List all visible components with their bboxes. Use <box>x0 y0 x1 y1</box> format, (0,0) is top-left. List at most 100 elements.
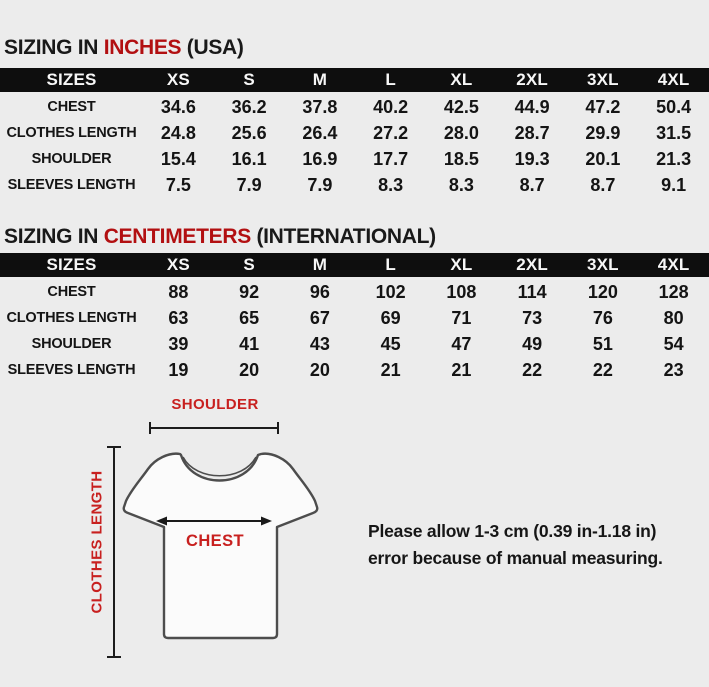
value-cell: 34.6 <box>160 96 196 117</box>
value-cell: 80 <box>663 307 684 328</box>
value-cell: 54 <box>663 333 684 354</box>
value-cell: 43 <box>309 333 330 354</box>
value-cell: 28.0 <box>443 122 479 143</box>
value-cell: 20.1 <box>585 148 621 169</box>
value-cell: 16.1 <box>231 148 267 169</box>
header-cell: 3XL <box>567 68 639 92</box>
value-cell: 21 <box>451 359 472 380</box>
header-cell: SIZES <box>0 253 143 277</box>
value-cell: 19.3 <box>514 148 550 169</box>
header-cell: M <box>284 68 356 92</box>
tshirt-outline <box>122 452 319 640</box>
row-label: SLEEVES LENGTH <box>7 177 136 193</box>
value-cell: 88 <box>168 281 189 302</box>
value-cell: 15.4 <box>160 148 196 169</box>
value-cell: 128 <box>658 281 689 302</box>
value-cell: 63 <box>168 307 189 328</box>
value-cell: 22 <box>592 359 613 380</box>
header-cell: S <box>213 253 285 277</box>
value-cell: 65 <box>239 307 260 328</box>
title-prefix: SIZING IN <box>4 225 104 248</box>
value-cell: 39 <box>168 333 189 354</box>
section-title-centimeters: SIZING IN CENTIMETERS (INTERNATIONAL) <box>4 225 436 249</box>
header-cell: S <box>213 68 285 92</box>
chest-arrowhead-right <box>261 516 272 526</box>
value-cell: 108 <box>446 281 477 302</box>
value-cell: 44.9 <box>514 96 550 117</box>
value-cell: 41 <box>239 333 260 354</box>
header-cell: 2XL <box>496 253 568 277</box>
value-cell: 16.9 <box>302 148 338 169</box>
inches-table: SIZES XS S M L XL 2XL 3XL 4XL CHEST 34.6… <box>0 68 709 198</box>
value-cell: 29.9 <box>585 122 621 143</box>
row-label: CHEST <box>47 284 96 300</box>
value-cell: 67 <box>309 307 330 328</box>
header-cell: L <box>355 253 426 277</box>
value-cell: 36.2 <box>231 96 267 117</box>
value-cell: 22 <box>522 359 543 380</box>
value-cell: 8.3 <box>448 174 474 195</box>
header-cell: 4XL <box>638 68 709 92</box>
section-title-inches: SIZING IN INCHES (USA) <box>4 36 244 60</box>
header-cell: 3XL <box>567 253 639 277</box>
clothes-length-measure-label: CLOTHES LENGTH <box>88 470 106 614</box>
value-cell: 18.5 <box>443 148 479 169</box>
value-cell: 40.2 <box>373 96 409 117</box>
value-cell: 28.7 <box>514 122 550 143</box>
value-cell: 31.5 <box>656 122 692 143</box>
value-cell: 49 <box>522 333 543 354</box>
measurement-diagram: SHOULDER CLOTHES LENGTH CHEST Please all… <box>0 390 709 687</box>
header-cell: XS <box>143 68 214 92</box>
value-cell: 92 <box>239 281 260 302</box>
title-unit: CENTIMETERS <box>103 225 252 248</box>
value-cell: 114 <box>517 281 547 302</box>
value-cell: 69 <box>380 307 401 328</box>
value-cell: 20 <box>239 359 260 380</box>
header-cell: XL <box>426 68 497 92</box>
value-cell: 7.9 <box>236 174 262 195</box>
value-cell: 25.6 <box>231 122 267 143</box>
header-cell: 2XL <box>496 68 568 92</box>
tshirt-diagram-graphic <box>107 422 319 658</box>
value-cell: 26.4 <box>302 122 338 143</box>
value-cell: 47.2 <box>585 96 621 117</box>
title-suffix: (INTERNATIONAL) <box>250 225 436 248</box>
header-cell: L <box>355 68 426 92</box>
title-unit: INCHES <box>103 36 182 59</box>
chest-measure-label: CHEST <box>186 532 244 550</box>
row-label: SLEEVES LENGTH <box>7 362 136 378</box>
value-cell: 73 <box>522 307 543 328</box>
header-cell: SIZES <box>0 68 143 92</box>
row-label: CHEST <box>47 99 96 115</box>
value-cell: 24.8 <box>160 122 196 143</box>
value-cell: 8.7 <box>590 174 616 195</box>
note-line-1: Please allow 1-3 cm (0.39 in-1.18 in) <box>368 521 657 541</box>
value-cell: 7.5 <box>165 174 191 195</box>
value-cell: 45 <box>380 333 401 354</box>
value-cell: 102 <box>375 281 406 302</box>
value-cell: 21.3 <box>656 148 692 169</box>
value-cell: 71 <box>451 307 472 328</box>
value-cell: 96 <box>309 281 330 302</box>
row-label: CLOTHES LENGTH <box>6 125 137 141</box>
title-prefix: SIZING IN <box>4 36 104 59</box>
value-cell: 51 <box>592 333 613 354</box>
collar-seam <box>182 456 257 477</box>
value-cell: 120 <box>587 281 618 302</box>
value-cell: 17.7 <box>373 148 409 169</box>
header-cell: XL <box>426 253 497 277</box>
value-cell: 7.9 <box>307 174 333 195</box>
chest-arrowhead-left <box>156 516 167 526</box>
centimeters-table: SIZES XS S M L XL 2XL 3XL 4XL CHEST 88 9… <box>0 253 709 383</box>
value-cell: 42.5 <box>443 96 479 117</box>
value-cell: 21 <box>380 359 401 380</box>
value-cell: 37.8 <box>302 96 338 117</box>
row-label: CLOTHES LENGTH <box>6 310 137 326</box>
value-cell: 19 <box>168 359 189 380</box>
value-cell: 50.4 <box>656 96 692 117</box>
value-cell: 8.3 <box>378 174 404 195</box>
value-cell: 27.2 <box>373 122 409 143</box>
value-cell: 8.7 <box>519 174 545 195</box>
header-cell: 4XL <box>638 253 709 277</box>
